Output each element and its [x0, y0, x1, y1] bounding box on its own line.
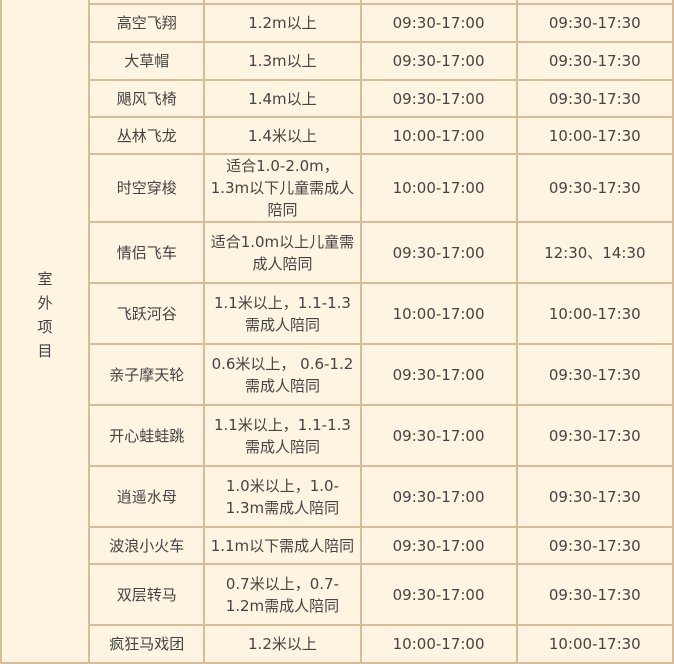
hours-weekday — [359, 0, 518, 5]
hours-weekday: 09:30-17:00 — [359, 343, 518, 406]
hours-weekend: 09:30-17:30 — [515, 563, 674, 626]
attraction-name: 飞跃河谷 — [88, 282, 206, 345]
table-row: 开心蛙蛙跳 1.1米以上，1.1-1.3需成人陪同 09:30-17:00 09:30… — [1, 404, 674, 467]
hours-weekend — [515, 0, 674, 5]
height-requirement: 1.3m以上 — [203, 41, 362, 81]
height-requirement: 1.1m以下需成人陪同 — [203, 526, 362, 565]
attraction-name: 情侣飞车 — [88, 221, 206, 284]
height-requirement: 1.4m以上 — [203, 79, 362, 118]
hours-weekday: 09:30-17:00 — [359, 465, 518, 528]
hours-weekend: 10:00-17:30 — [515, 282, 674, 345]
attraction-name: 波浪小火车 — [88, 526, 206, 565]
hours-weekend: 09:30-17:30 — [515, 526, 674, 565]
table-row: 时空穿梭 适合1.0-2.0m，1.3m以下儿童需成人陪同 10:00-17:00 0… — [1, 153, 674, 223]
hours-weekday: 09:30-17:00 — [359, 79, 518, 118]
hours-weekend: 09:30-17:30 — [515, 404, 674, 467]
height-requirement: 0.7米以上，0.7-1.2m需成人陪同 — [203, 563, 362, 626]
hours-weekend: 09:30-17:30 — [515, 41, 674, 81]
table-row: 飞跃河谷 1.1米以上，1.1-1.3需成人陪同 10:00-17:00 10:00-… — [1, 282, 674, 345]
hours-weekday: 10:00-17:00 — [359, 624, 518, 664]
attraction-name: 开心蛙蛙跳 — [88, 404, 206, 467]
table-row: 疯狂马戏团 1.2米以上 10:00-17:00 10:00-17:30 — [1, 624, 674, 664]
hours-weekend: 10:00-17:30 — [515, 116, 674, 155]
attraction-name: 亲子摩天轮 — [88, 343, 206, 406]
attraction-name: 飓风飞椅 — [88, 79, 206, 118]
table-row: 大草帽 1.3m以上 09:30-17:00 09:30-17:30 — [1, 41, 674, 81]
height-requirement: 1.2米以上 — [203, 624, 362, 664]
attraction-name: 逍遥水母 — [88, 465, 206, 528]
height-requirement: 1.4米以上 — [203, 116, 362, 155]
height-requirement: 1.2m以上 — [203, 3, 362, 43]
table-row: 逍遥水母 1.0米以上，1.0-1.3m需成人陪同 09:30-17:00 09:30… — [1, 465, 674, 528]
height-requirement: 适合1.0m以上儿童需成人陪同 — [203, 221, 362, 284]
hours-weekend: 09:30-17:30 — [515, 465, 674, 528]
height-requirement: 适合1.0-2.0m，1.3m以下儿童需成人陪同 — [203, 153, 362, 223]
attraction-name: 双层转马 — [88, 563, 206, 626]
hours-weekday: 09:30-17:00 — [359, 41, 518, 81]
table-row: 飓风飞椅 1.4m以上 09:30-17:00 09:30-17:30 — [1, 79, 674, 118]
attraction-name — [88, 0, 206, 5]
attraction-name: 高空飞翔 — [88, 3, 206, 43]
hours-weekend: 09:30-17:30 — [515, 3, 674, 43]
category-label: 室外项目 — [37, 269, 53, 360]
table-row: 亲子摩天轮 0.6米以上， 0.6-1.2需成人陪同 09:30-17:00 09:3… — [1, 343, 674, 406]
attraction-name: 疯狂马戏团 — [88, 624, 206, 664]
height-requirement: 1.1米以上，1.1-1.3需成人陪同 — [203, 404, 362, 467]
hours-weekend: 09:30-17:30 — [515, 79, 674, 118]
height-requirement — [203, 0, 362, 5]
hours-weekend: 12:30、14:30 — [515, 221, 674, 284]
hours-weekend: 09:30-17:30 — [515, 343, 674, 406]
category-cell: 室外项目 — [0, 0, 91, 664]
hours-weekday: 09:30-17:00 — [359, 404, 518, 467]
hours-weekday: 09:30-17:00 — [359, 563, 518, 626]
hours-weekday: 10:00-17:00 — [359, 153, 518, 223]
attraction-name: 丛林飞龙 — [88, 116, 206, 155]
hours-weekday: 10:00-17:00 — [359, 282, 518, 345]
hours-weekday: 09:30-17:00 — [359, 3, 518, 43]
table-row: 高空飞翔 1.2m以上 09:30-17:00 09:30-17:30 — [1, 3, 674, 43]
table-row: 丛林飞龙 1.4米以上 10:00-17:00 10:00-17:30 — [1, 116, 674, 155]
hours-weekend: 10:00-17:30 — [515, 624, 674, 664]
attraction-name: 大草帽 — [88, 41, 206, 81]
height-requirement: 1.1米以上，1.1-1.3需成人陪同 — [203, 282, 362, 345]
table-row: 波浪小火车 1.1m以下需成人陪同 09:30-17:00 09:30-17:30 — [1, 526, 674, 565]
table-row: 双层转马 0.7米以上，0.7-1.2m需成人陪同 09:30-17:00 09:30… — [1, 563, 674, 626]
hours-weekend: 09:30-17:30 — [515, 153, 674, 223]
hours-weekday: 10:00-17:00 — [359, 116, 518, 155]
table-row: 情侣飞车 适合1.0m以上儿童需成人陪同 09:30-17:00 12:30、14:3… — [1, 221, 674, 284]
hours-weekday: 09:30-17:00 — [359, 221, 518, 284]
hours-weekday: 09:30-17:00 — [359, 526, 518, 565]
attraction-name: 时空穿梭 — [88, 153, 206, 223]
height-requirement: 0.6米以上， 0.6-1.2需成人陪同 — [203, 343, 362, 406]
height-requirement: 1.0米以上，1.0-1.3m需成人陪同 — [203, 465, 362, 528]
